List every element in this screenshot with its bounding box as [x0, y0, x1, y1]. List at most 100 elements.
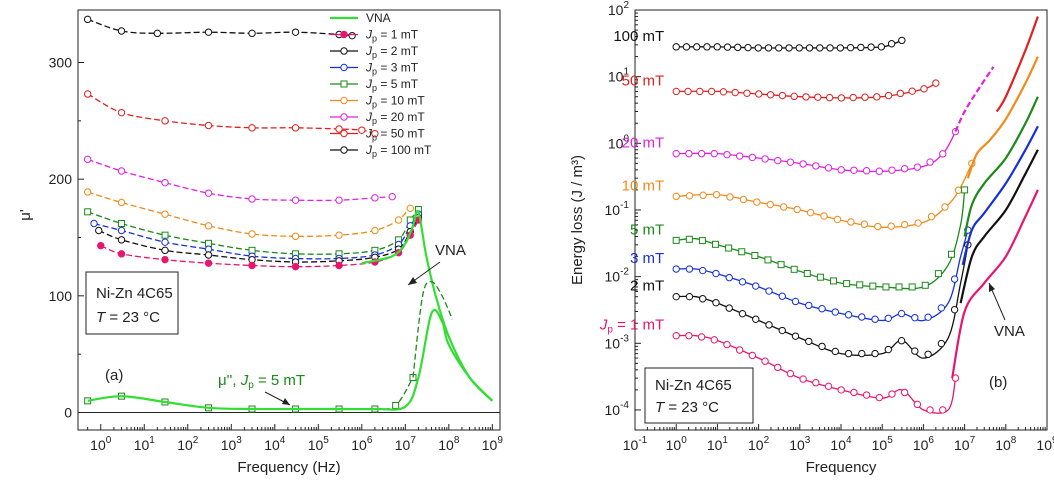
data-point-a [371, 226, 379, 235]
data-point-a [291, 262, 300, 271]
data-point-b [833, 215, 842, 224]
data-point-b [799, 160, 807, 168]
data-point-b [734, 43, 742, 52]
data-point-b [739, 195, 748, 204]
data-point-a [204, 251, 213, 259]
series-b-10 [961, 125, 1039, 266]
data-point-b [778, 292, 786, 300]
data-point-b [785, 44, 793, 52]
data-point-b [837, 94, 846, 102]
data-point-a [248, 195, 256, 203]
data-point-a [371, 194, 379, 202]
data-point-b [725, 304, 733, 312]
series-line-a [87, 18, 353, 37]
series-line-a [87, 93, 376, 135]
mu2-label-a: μ'', Jp = 5 mT [218, 372, 305, 391]
data-point-b [913, 163, 922, 171]
data-point-b [765, 321, 773, 329]
data-point-b [672, 265, 680, 273]
data-point-a [117, 236, 126, 244]
data-point-a [83, 15, 92, 24]
data-point-b [748, 153, 757, 162]
series-b-7 [672, 331, 960, 414]
data-point-b [777, 261, 785, 269]
info-box-b [644, 367, 754, 424]
data-point-b [812, 162, 820, 170]
y-tick-label-a: 0 [64, 405, 72, 421]
data-point-b [726, 193, 734, 201]
data-point-b [908, 87, 916, 95]
series-b-11 [963, 96, 1039, 237]
data-point-b [850, 166, 858, 175]
data-point-b [913, 400, 922, 409]
series-a-2 [83, 155, 396, 204]
x-tick-label-b: 105 [872, 435, 894, 453]
data-point-b [685, 192, 694, 200]
data-point-b [860, 220, 869, 228]
data-point-b [826, 44, 834, 52]
data-point-b [882, 283, 890, 291]
series-b-12 [966, 56, 1039, 179]
data-point-b [723, 43, 732, 51]
legend-marker [340, 96, 348, 105]
series-line-b [951, 189, 1039, 379]
x-tick-label-a: 102 [177, 435, 199, 453]
data-point-b [847, 218, 855, 226]
data-point-b [685, 331, 693, 340]
data-point-b [699, 191, 707, 199]
data-point-a [204, 222, 213, 230]
series-b-3 [672, 159, 976, 231]
data-point-b [924, 313, 932, 321]
data-point-b [754, 44, 762, 52]
data-point-b [723, 340, 731, 349]
data-point-b [844, 311, 853, 319]
series-label-b: 2 mT [630, 278, 664, 295]
legend-entry: Jp = 3 mT [365, 61, 419, 77]
data-point-b [951, 374, 960, 382]
data-point-b [818, 305, 826, 313]
y-tick-label-a: 200 [49, 171, 73, 187]
x-axis-label-a: Frequency (Hz) [237, 459, 340, 476]
series-line-b [959, 149, 1039, 304]
data-point-b [790, 92, 798, 101]
plot-frame-a [77, 9, 501, 431]
y-tick-label-b: 100 [608, 133, 630, 151]
data-point-a [117, 27, 126, 35]
data-point-a [161, 238, 169, 246]
x-tick-label-b: 101 [707, 435, 729, 453]
data-point-a [84, 208, 92, 216]
data-point-b [920, 85, 928, 93]
data-point-a [204, 189, 213, 197]
data-point-b [764, 256, 772, 264]
data-point-a [117, 108, 126, 117]
data-point-b [895, 283, 903, 291]
data-point-b [884, 345, 893, 354]
data-point-a [161, 178, 169, 187]
data-point-a [291, 232, 300, 241]
data-point-b [712, 269, 720, 278]
panel-label-a: (a) [105, 367, 123, 384]
data-point-b [871, 315, 879, 323]
data-point-b [707, 87, 716, 96]
series-line-b [954, 66, 995, 133]
data-point-a [161, 255, 169, 264]
data-point-b [824, 164, 833, 172]
series-b-13 [995, 16, 1039, 113]
x-tick-label-b: 100 [666, 435, 688, 453]
data-point-b [874, 222, 882, 231]
data-point-b [896, 89, 905, 98]
data-point-b [911, 347, 919, 355]
series-label-b: 50 mT [622, 72, 665, 89]
data-point-a [97, 241, 105, 250]
data-point-b [898, 36, 906, 45]
data-point-a [117, 198, 126, 207]
data-point-b [820, 212, 828, 220]
data-point-b [897, 309, 906, 318]
series-a-8 [361, 209, 494, 402]
series-a-10 [87, 308, 494, 411]
data-point-a [153, 29, 162, 38]
y-tick-label-b: 10-3 [605, 333, 630, 351]
data-point-a [392, 402, 400, 409]
series-line-b [961, 125, 1039, 266]
series-line-a [87, 308, 494, 411]
